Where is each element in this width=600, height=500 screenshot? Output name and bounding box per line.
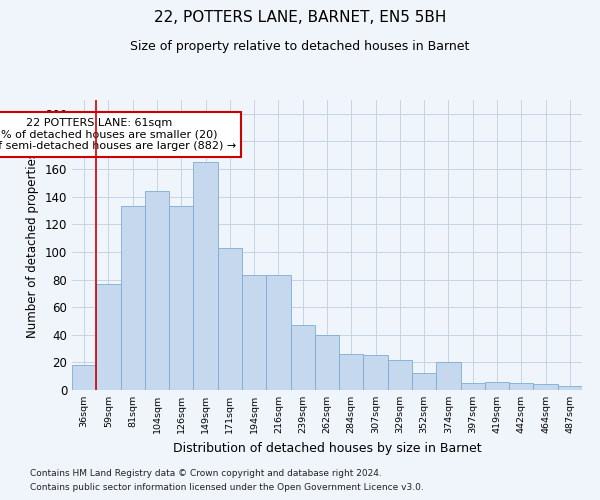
Bar [145, 191, 169, 390]
Bar [509, 383, 533, 390]
Y-axis label: Number of detached properties: Number of detached properties [26, 152, 39, 338]
Text: Contains public sector information licensed under the Open Government Licence v3: Contains public sector information licen… [30, 484, 424, 492]
Bar [436, 362, 461, 390]
Text: Contains HM Land Registry data © Crown copyright and database right 2024.: Contains HM Land Registry data © Crown c… [30, 468, 382, 477]
Bar [485, 382, 509, 390]
Bar [558, 386, 582, 390]
Bar [388, 360, 412, 390]
Bar [218, 248, 242, 390]
Bar [533, 384, 558, 390]
X-axis label: Distribution of detached houses by size in Barnet: Distribution of detached houses by size … [173, 442, 481, 454]
Text: 22 POTTERS LANE: 61sqm
← 2% of detached houses are smaller (20)
98% of semi-deta: 22 POTTERS LANE: 61sqm ← 2% of detached … [0, 118, 236, 151]
Bar [266, 276, 290, 390]
Bar [169, 206, 193, 390]
Bar [242, 276, 266, 390]
Bar [72, 365, 96, 390]
Bar [96, 284, 121, 390]
Text: Size of property relative to detached houses in Barnet: Size of property relative to detached ho… [130, 40, 470, 53]
Bar [339, 354, 364, 390]
Bar [290, 325, 315, 390]
Bar [121, 206, 145, 390]
Bar [412, 374, 436, 390]
Bar [364, 356, 388, 390]
Text: 22, POTTERS LANE, BARNET, EN5 5BH: 22, POTTERS LANE, BARNET, EN5 5BH [154, 10, 446, 25]
Bar [461, 383, 485, 390]
Bar [193, 162, 218, 390]
Bar [315, 335, 339, 390]
